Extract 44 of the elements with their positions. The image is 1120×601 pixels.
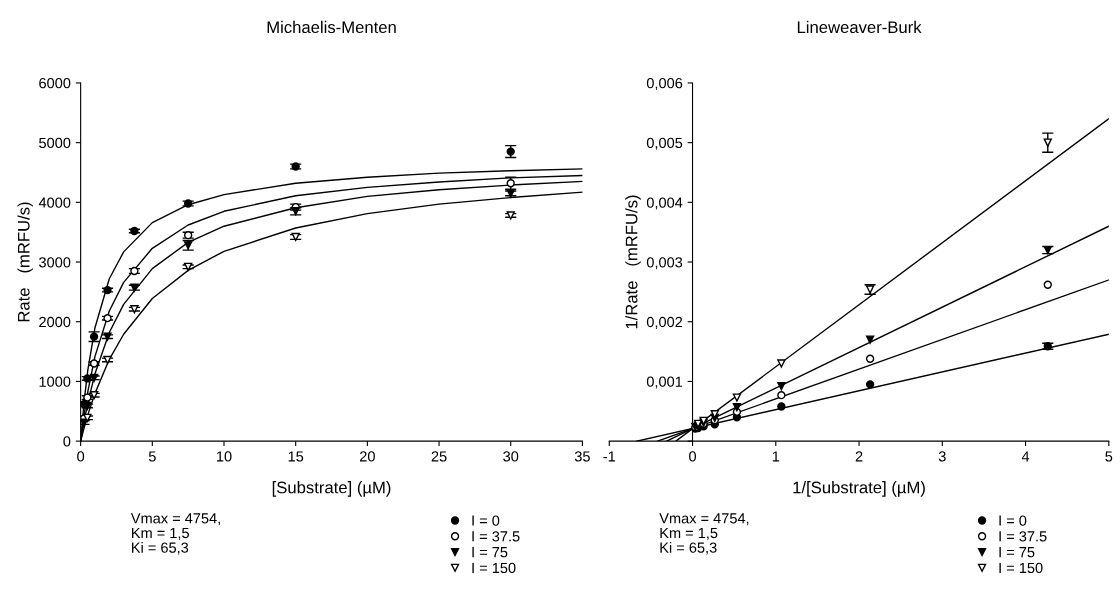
y-tick-label: 5000 — [39, 137, 71, 149]
legend-label: I = 75 — [999, 547, 1035, 558]
text: Vmax = 4754, Km = 1,5 Ki = 65,3 — [130, 513, 220, 555]
x-tick-label: 15 — [288, 451, 304, 462]
x-tick-label: 2 — [855, 451, 863, 462]
y-tick-label: 0,001 — [646, 376, 683, 389]
x-tick-label: 4 — [1021, 451, 1030, 462]
y-tick-label: 0,005 — [646, 137, 683, 150]
legend-label: I = 150 — [472, 562, 516, 574]
x-tick-label: 1 — [772, 451, 780, 462]
legend-label: I = 37.5 — [999, 531, 1047, 542]
y-tick-label: 0 — [63, 436, 71, 447]
x-tick-label: 25 — [431, 451, 447, 462]
y-tick-label: 0,004 — [646, 197, 683, 210]
y-axis-title: 1/Rate (mRFU/s) — [625, 195, 641, 329]
chart-title: Michaelis-Menten — [267, 20, 396, 34]
y-tick-label: 0,002 — [646, 316, 683, 329]
legend-label: I = 0 — [472, 515, 500, 526]
legend-label: I = 150 — [999, 562, 1043, 574]
y-tick-label: 2000 — [39, 316, 71, 328]
x-tick-label: 35 — [574, 451, 590, 462]
x-tick-label: 0 — [77, 451, 85, 462]
chart-title: Lineweaver-Burk — [797, 20, 922, 34]
x-tick-label: 5 — [1105, 451, 1113, 462]
y-tick-label: 1000 — [39, 376, 71, 387]
legend-label: I = 75 — [472, 547, 508, 558]
x-tick-label: 30 — [503, 451, 519, 462]
y-tick-label: 3000 — [39, 257, 71, 268]
text: Vmax = 4754, Km = 1,5 Ki = 65,3 — [659, 513, 749, 555]
y-tick-label: 4000 — [38, 197, 71, 208]
x-axis-title: [Substrate] (µM) — [272, 481, 391, 497]
x-tick-label: 5 — [148, 451, 156, 462]
x-axis-title: 1/[Substrate] (µM) — [793, 481, 925, 497]
y-tick-label: 0,006 — [646, 78, 683, 91]
legend-label: I = 0 — [999, 515, 1027, 526]
x-tick-label: 3 — [938, 451, 946, 462]
x-tick-label: 20 — [359, 451, 375, 462]
x-tick-label: 10 — [217, 451, 232, 462]
y-tick-label: 6000 — [39, 78, 71, 89]
x-tick-label: -1 — [603, 451, 616, 462]
x-tick-label: 0 — [689, 451, 697, 462]
y-axis-title: Rate (mRFU/s) — [17, 202, 33, 322]
legend-label: I = 37.5 — [472, 531, 520, 542]
y-tick-label: 0,003 — [646, 257, 683, 270]
